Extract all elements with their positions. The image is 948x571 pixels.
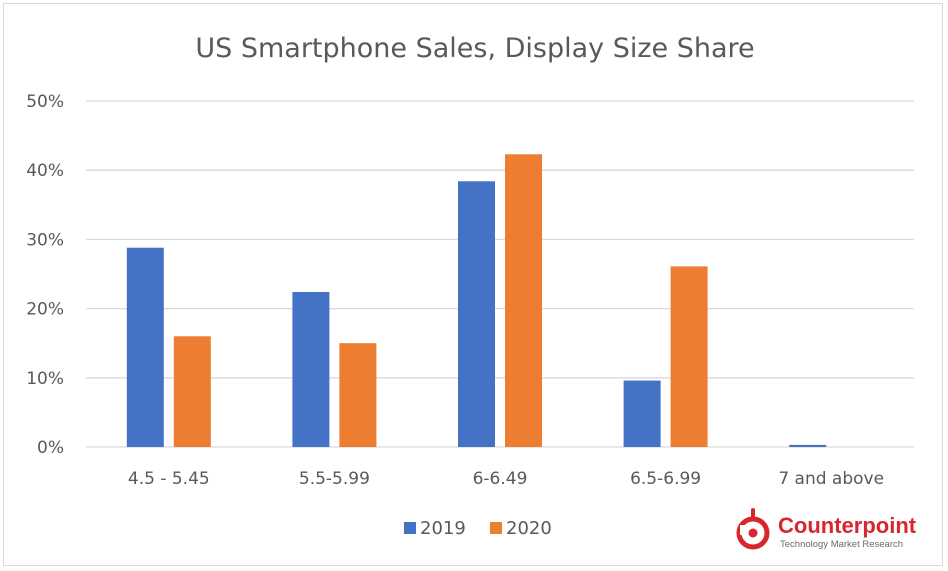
gridlines	[86, 100, 914, 448]
legend-swatch-2020	[490, 522, 502, 534]
bar-2019-4	[789, 444, 827, 447]
y-tick-label: 50%	[26, 92, 64, 112]
counterpoint-logo: Counterpoint Technology Market Research	[736, 508, 917, 550]
x-tick-label: 6-6.49	[473, 469, 528, 489]
y-tick-label: 20%	[26, 300, 64, 320]
x-tick-label: 4.5 - 5.45	[128, 469, 210, 489]
y-axis-ticks: 0% 10% 20% 30% 40% 50%	[26, 92, 64, 458]
y-tick-label: 30%	[26, 230, 64, 250]
brand-tagline: Technology Market Research	[780, 539, 903, 550]
x-tick-label: 7 and above	[778, 469, 884, 489]
x-tick-label: 6.5-6.99	[630, 469, 701, 489]
bar-2019-1	[292, 291, 330, 447]
bars	[126, 154, 827, 447]
y-tick-label: 40%	[26, 161, 64, 181]
bar-2019-0	[126, 247, 164, 447]
bar-2019-3	[623, 380, 661, 447]
bar-2020-2	[505, 154, 542, 447]
bar-2019-2	[458, 181, 495, 447]
bar-2020-3	[670, 266, 708, 447]
legend: 2019 2020	[404, 518, 552, 539]
y-tick-label: 0%	[37, 438, 64, 458]
chart-title: US Smartphone Sales, Display Size Share	[195, 33, 754, 64]
x-tick-label: 5.5-5.99	[299, 469, 370, 489]
y-tick-label: 10%	[26, 369, 64, 389]
brand-name: Counterpoint	[778, 513, 917, 538]
bar-2020-0	[173, 336, 211, 447]
counterpoint-logo-icon	[736, 508, 770, 550]
x-axis-ticks: 4.5 - 5.45 5.5-5.99 6-6.49 6.5-6.99 7 and ab…	[128, 469, 884, 489]
legend-label-2020: 2020	[506, 518, 552, 539]
legend-label-2019: 2019	[420, 518, 466, 539]
legend-swatch-2019	[404, 522, 416, 534]
bar-2020-1	[339, 343, 377, 447]
